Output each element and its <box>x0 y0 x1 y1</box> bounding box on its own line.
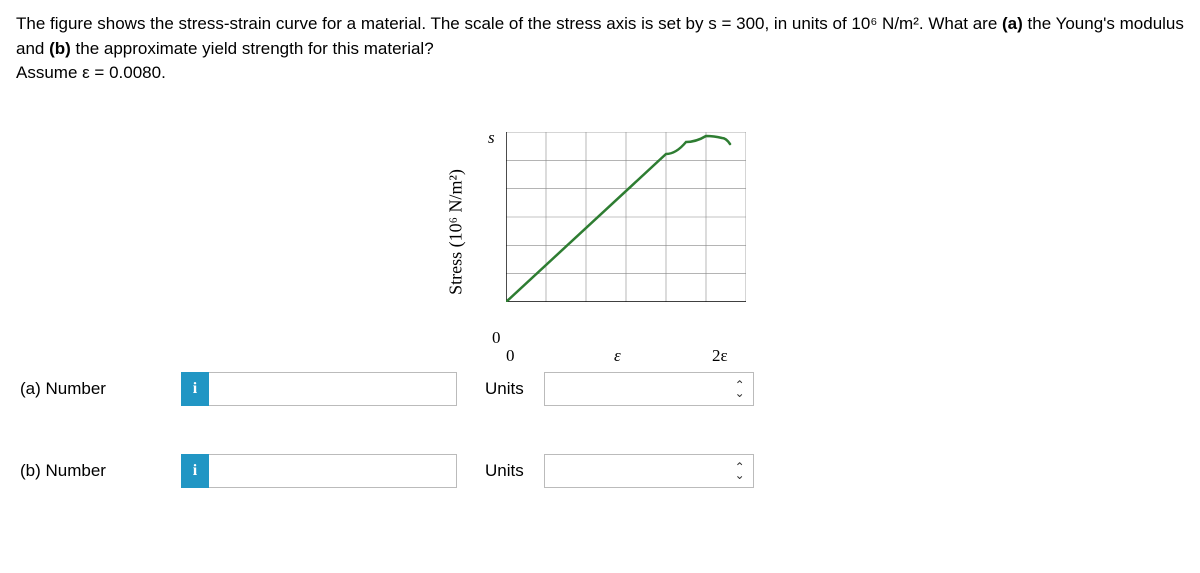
q-line1-prefix: The figure shows the stress-strain curve… <box>16 14 708 33</box>
q-line2-suffix: the approximate yield strength for this … <box>71 39 434 58</box>
xtick-2e-text: 2ε <box>712 346 728 365</box>
chart-ytick-s: s <box>488 128 495 148</box>
answer-b-units-select[interactable]: ⌃⌄ <box>544 454 754 488</box>
info-icon[interactable]: i <box>181 372 209 406</box>
q-bold-b: (b) <box>49 39 71 58</box>
chart-svg <box>506 132 746 302</box>
chart-ytick-0: 0 <box>492 328 501 348</box>
chart-ylabel: Stress (10⁶ N/m²) <box>446 169 467 295</box>
q-eq: s = 300, in units of 10⁶ N/m² <box>708 14 919 33</box>
q-line3: Assume ε = 0.0080. <box>16 63 166 82</box>
q-bold-a: (a) <box>1002 14 1023 33</box>
chevron-updown-icon: ⌃⌄ <box>735 463 745 479</box>
q-line1-suffix: . What are <box>919 14 1002 33</box>
answer-a-number-input[interactable] <box>209 372 457 406</box>
answer-b-number-input[interactable] <box>209 454 457 488</box>
stress-strain-chart: Stress (10⁶ N/m²) s 0 0 ε 2ε Strain <box>476 122 796 342</box>
answer-row-b: (b) Number i Units ⌃⌄ <box>16 454 1184 488</box>
answer-b-label: (b) Number <box>16 461 181 481</box>
chart-xtick-0: 0 <box>506 346 515 366</box>
answer-b-units-label: Units <box>485 461 524 481</box>
chart-xtick-e: ε <box>614 346 621 366</box>
chevron-updown-icon: ⌃⌄ <box>735 381 745 397</box>
answer-a-units-select[interactable]: ⌃⌄ <box>544 372 754 406</box>
answer-a-label: (a) Number <box>16 379 181 399</box>
chart-xtick-2e: 2ε <box>712 346 728 366</box>
info-icon[interactable]: i <box>181 454 209 488</box>
answer-a-units-label: Units <box>485 379 524 399</box>
question-text: The figure shows the stress-strain curve… <box>16 12 1184 86</box>
answer-row-a: (a) Number i Units ⌃⌄ <box>16 372 1184 406</box>
